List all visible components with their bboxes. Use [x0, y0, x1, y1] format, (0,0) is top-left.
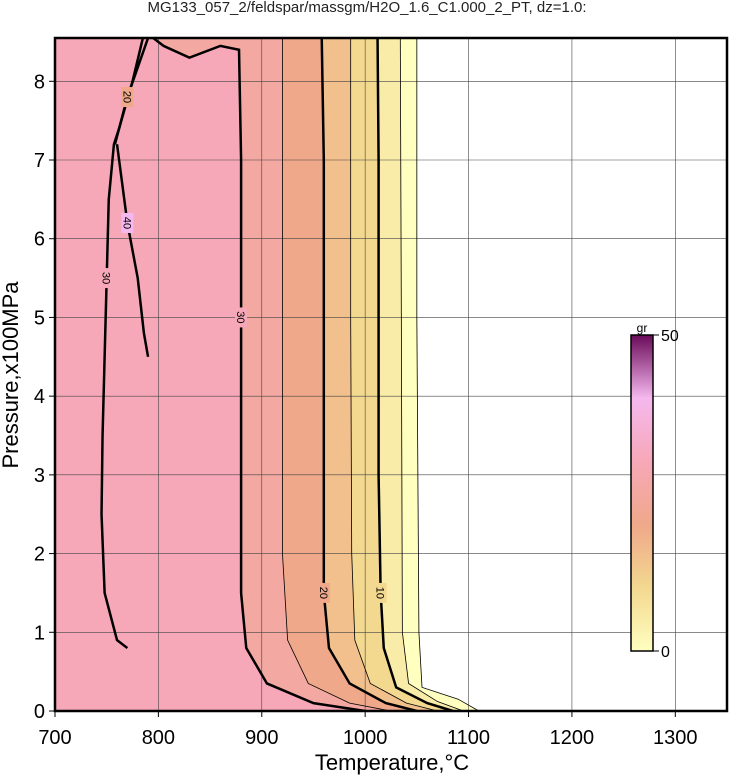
contour-label-bg [374, 582, 387, 603]
contour-fills [55, 38, 479, 711]
x-tick-label: 1200 [550, 727, 595, 749]
contour-label: 10 [374, 587, 386, 599]
y-tick-label: 4 [34, 386, 45, 408]
contour-label: 30 [234, 311, 246, 323]
y-tick-label: 6 [34, 229, 45, 251]
colorbar-tick-label: 0 [661, 644, 670, 661]
contour-line [350, 38, 438, 711]
contour-label-bg [121, 212, 134, 233]
contour-label-bg [121, 87, 134, 108]
contour-label: 40 [120, 217, 132, 229]
y-tick-label: 5 [34, 307, 45, 329]
y-tick-label: 1 [34, 622, 45, 644]
contour-label: 30 [100, 272, 112, 284]
y-tick-label: 8 [34, 71, 45, 93]
contour-line [416, 38, 480, 711]
y-tick-label: 3 [34, 465, 45, 487]
y-tick-label: 2 [34, 544, 45, 566]
x-axis-label: Temperature,°C [315, 750, 469, 775]
colorbar-tick-label: 50 [661, 328, 679, 345]
x-tick-label: 700 [38, 727, 71, 749]
y-tick-label: 7 [34, 150, 45, 172]
contour-line [115, 144, 150, 358]
x-tick-label: 1000 [343, 727, 388, 749]
contour-label: 20 [120, 91, 132, 103]
contour-label-bg [235, 307, 248, 328]
contour-line [282, 38, 392, 711]
colorbar-label: gr [637, 321, 648, 335]
x-tick-label: 800 [142, 727, 175, 749]
contour-fill [55, 38, 366, 711]
x-tick-label: 1100 [447, 727, 490, 749]
x-tick-label: 1300 [653, 727, 698, 749]
colorbar [630, 334, 654, 652]
contour-line [399, 38, 464, 711]
y-axis-label: Pressure,x100MPa [0, 281, 23, 469]
contour-label: 20 [317, 587, 329, 599]
x-tick-label: 900 [245, 727, 278, 749]
y-tick-label: 0 [34, 701, 45, 723]
chart-title: MG133_057_2/feldspar/massgm/H2O_1.6_C1.0… [147, 0, 586, 16]
plot-frame [53, 36, 729, 713]
contour-label-bg [317, 582, 330, 603]
contour-label-bg [100, 268, 113, 289]
